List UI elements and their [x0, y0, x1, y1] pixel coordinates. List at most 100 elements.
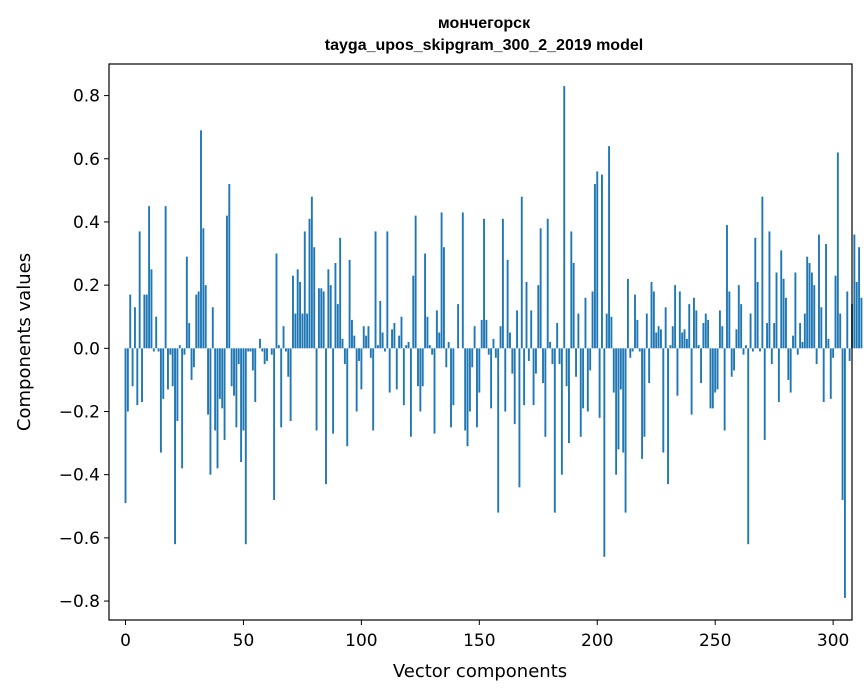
bar-303 — [839, 313, 842, 349]
bar-32 — [200, 130, 202, 349]
bar-245 — [702, 323, 705, 349]
bar-258 — [733, 348, 736, 371]
bar-276 — [775, 272, 778, 349]
bar-105 — [372, 348, 375, 431]
bar-157 — [494, 348, 497, 358]
bar-203 — [603, 348, 606, 557]
bar-181 — [551, 348, 554, 365]
bar-136 — [445, 348, 448, 368]
x-tick-label: 50 — [233, 631, 255, 651]
bar-35 — [207, 348, 210, 415]
bar-183 — [556, 323, 559, 349]
bar-14 — [157, 348, 160, 352]
bar-272 — [766, 323, 769, 349]
bar-42 — [223, 348, 226, 440]
bar-269 — [759, 348, 761, 352]
bar-213 — [626, 278, 629, 349]
bar-159 — [499, 326, 502, 349]
x-tick-label: 200 — [581, 631, 613, 651]
bar-198 — [591, 291, 594, 349]
bar-114 — [393, 323, 396, 349]
bar-208 — [615, 348, 618, 475]
bar-173 — [532, 348, 535, 406]
bar-210 — [619, 348, 622, 390]
bar-54 — [251, 348, 254, 371]
bar-309 — [853, 234, 856, 349]
bar-179 — [546, 218, 549, 349]
bar-146 — [468, 348, 471, 412]
bar-104 — [369, 348, 372, 358]
bar-155 — [490, 348, 493, 409]
bar-244 — [700, 348, 702, 384]
bar-241 — [693, 297, 695, 349]
bar-100 — [360, 348, 363, 390]
bar-67 — [282, 326, 285, 349]
bar-286 — [799, 323, 802, 349]
bar-189 — [570, 231, 573, 349]
bar-145 — [466, 348, 469, 447]
bar-256 — [728, 291, 731, 349]
bar-236 — [681, 332, 684, 349]
bar-3 — [131, 348, 134, 387]
bar-307 — [848, 348, 851, 361]
bar-81 — [315, 348, 318, 431]
bar-169 — [523, 348, 526, 406]
bar-278 — [780, 250, 783, 349]
bar-185 — [560, 348, 563, 475]
bar-201 — [598, 348, 601, 418]
bar-77 — [306, 313, 309, 349]
bar-63 — [273, 348, 276, 500]
bar-265 — [749, 313, 752, 349]
bar-127 — [424, 253, 427, 349]
bar-231 — [669, 345, 672, 349]
bar-287 — [801, 342, 804, 349]
bar-207 — [612, 348, 615, 393]
bar-120 — [407, 342, 410, 349]
bar-110 — [384, 348, 386, 352]
y-tick-label: 0.6 — [73, 150, 100, 170]
y-tick-label: 0.8 — [73, 87, 100, 107]
bar-79 — [310, 196, 313, 349]
bar-223 — [650, 281, 653, 349]
bar-310 — [855, 281, 858, 349]
bar-39 — [216, 348, 219, 469]
bar-29 — [192, 348, 195, 368]
bar-13 — [155, 316, 158, 349]
bar-176 — [539, 228, 542, 349]
bar-164 — [511, 348, 514, 374]
bar-255 — [726, 225, 728, 349]
bar-248 — [709, 348, 712, 409]
bar-107 — [376, 345, 379, 349]
bar-12 — [152, 348, 155, 352]
y-axis-label: Components values — [14, 253, 35, 431]
bar-41 — [221, 348, 224, 409]
bar-129 — [428, 345, 431, 349]
bar-95 — [348, 259, 351, 349]
bar-235 — [678, 291, 681, 349]
bar-237 — [683, 329, 686, 349]
bar-277 — [777, 348, 780, 403]
bar-75 — [301, 313, 304, 349]
bar-284 — [794, 272, 797, 349]
bar-45 — [230, 348, 233, 387]
chart-title: мончегорск — [438, 15, 531, 32]
bar-196 — [586, 348, 589, 412]
bar-232 — [671, 326, 674, 349]
bar-156 — [492, 338, 495, 349]
bar-53 — [249, 348, 252, 352]
bar-263 — [744, 345, 747, 349]
bar-117 — [400, 316, 403, 349]
bar-109 — [381, 332, 384, 349]
bar-291 — [810, 272, 813, 349]
bar-193 — [579, 348, 582, 437]
bar-30 — [195, 294, 198, 349]
bar-271 — [763, 348, 766, 440]
bar-301 — [834, 275, 837, 349]
bar-44 — [228, 184, 231, 349]
bar-200 — [596, 171, 599, 349]
bar-187 — [565, 348, 568, 387]
bar-221 — [645, 313, 648, 349]
bar-66 — [280, 348, 283, 428]
bar-270 — [761, 196, 764, 349]
